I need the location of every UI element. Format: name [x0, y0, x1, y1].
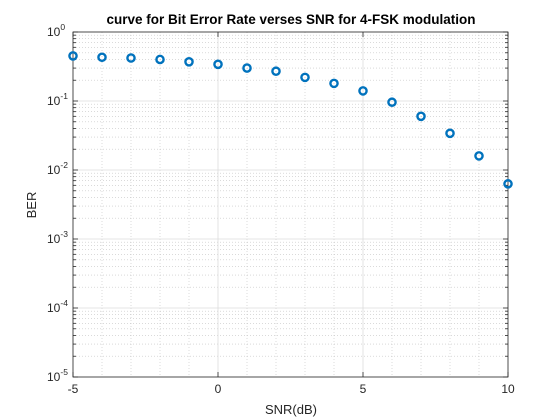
data-point — [329, 78, 339, 89]
x-tick-label: 0 — [215, 382, 222, 396]
data-point — [300, 72, 310, 83]
data-point — [358, 86, 368, 96]
x-tick-label: 10 — [501, 382, 515, 396]
y-tick-label: 10-1 — [47, 91, 68, 108]
data-point — [242, 63, 252, 73]
data-point — [416, 111, 426, 122]
data-point — [126, 53, 136, 63]
grid — [72, 31, 509, 378]
y-tick-label: 10-4 — [47, 298, 68, 315]
data-point — [474, 151, 484, 161]
y-tick-label: 10-5 — [47, 367, 68, 384]
chart-title: curve for Bit Error Rate verses SNR for … — [106, 12, 475, 27]
x-axis-label: SNR(dB) — [265, 402, 317, 417]
y-tick-label: 10-2 — [47, 160, 68, 177]
data-point — [271, 66, 281, 77]
axes-box — [72, 31, 509, 378]
data-point — [445, 128, 455, 139]
data-point — [213, 59, 223, 70]
axis-ticks — [72, 31, 509, 378]
data-markers — [68, 51, 513, 189]
data-point — [97, 52, 107, 63]
data-point — [503, 179, 513, 189]
tick-labels: -5 0 5 10 100 10-1 10-2 10-3 10-4 10-5 — [47, 22, 515, 396]
data-point — [68, 51, 78, 61]
x-tick-label: -5 — [68, 382, 79, 396]
y-tick-label: 10-3 — [47, 229, 68, 246]
y-tick-label: 100 — [47, 22, 65, 39]
data-point — [155, 54, 165, 65]
y-axis-label: BER — [24, 192, 39, 219]
data-point — [387, 97, 397, 108]
x-tick-label: 5 — [360, 382, 367, 396]
data-point — [184, 56, 194, 67]
